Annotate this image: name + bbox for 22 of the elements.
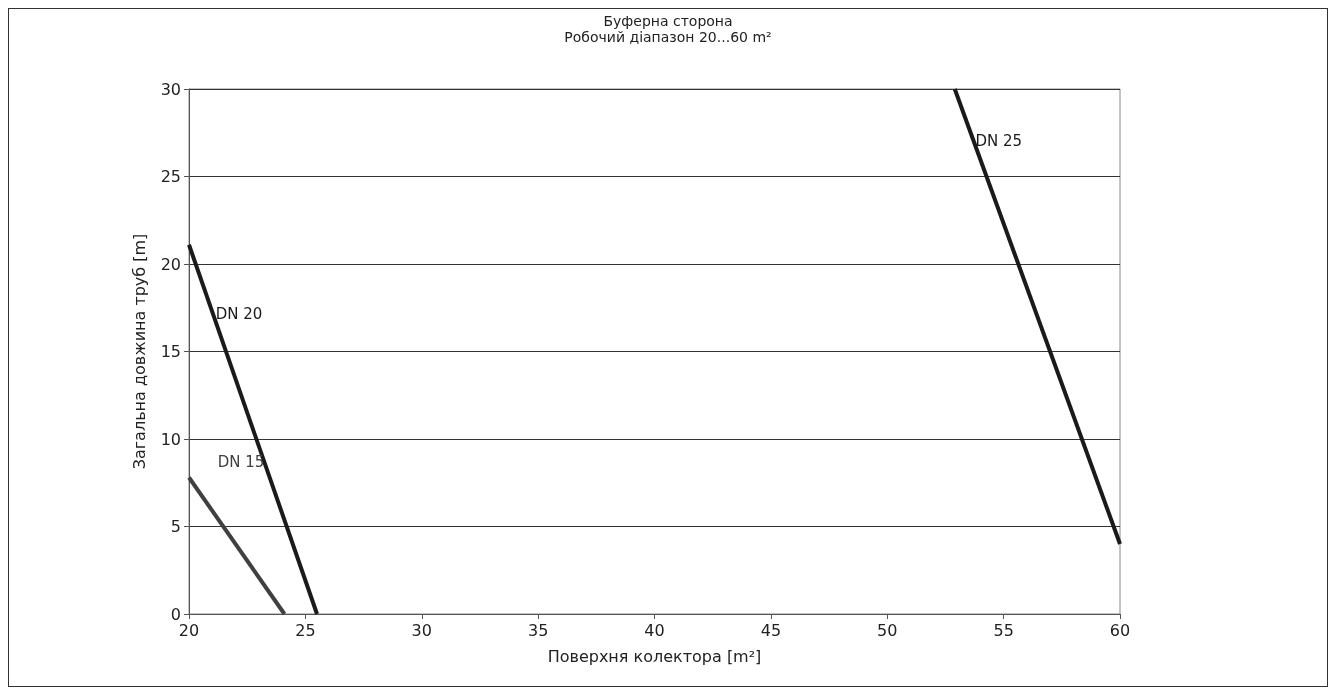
x-axis-title: Поверхня колектора [m²] <box>547 646 762 666</box>
y-axis-title: Загальна довжина труб [m] <box>129 233 149 470</box>
x-tick-label: 50 <box>877 620 898 640</box>
y-tick-label: 20 <box>160 254 181 274</box>
x-tick-label: 45 <box>760 620 782 640</box>
series-label: DN 20 <box>215 304 263 323</box>
x-tick-label: 60 <box>1109 620 1131 640</box>
chart-title: Буферна сторона <box>603 13 733 29</box>
y-tick-label: 30 <box>160 79 181 99</box>
series-label: DN 15 <box>217 452 265 471</box>
x-tick-label: 25 <box>295 620 316 640</box>
y-tick-label: 0 <box>170 604 181 624</box>
chart-subtitle: Робочий діапазон 20...60 m² <box>564 29 772 45</box>
x-tick-label: 55 <box>993 620 1014 640</box>
y-tick-label: 15 <box>160 342 181 361</box>
y-tick-label: 10 <box>160 429 181 449</box>
x-tick-label: 30 <box>411 620 432 640</box>
x-tick-label: 40 <box>644 620 665 640</box>
series-label: DN 25 <box>975 132 1023 150</box>
y-tick-label: 5 <box>170 517 181 536</box>
y-tick-label: 25 <box>160 167 181 186</box>
x-tick-label: 35 <box>527 620 549 640</box>
